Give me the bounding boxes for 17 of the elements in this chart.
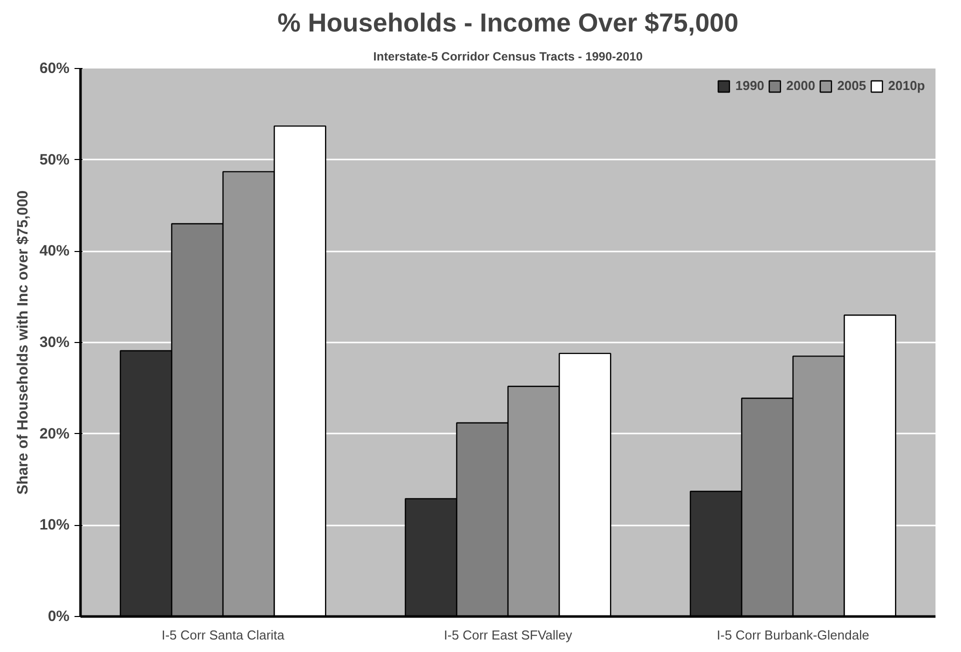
legend-label: 2005 — [837, 78, 866, 93]
x-tick-label: I-5 Corr Santa Clarita — [162, 628, 286, 642]
legend-label: 2010p — [888, 78, 925, 93]
y-tick-label: 30% — [39, 334, 70, 351]
legend-label: 2000 — [786, 78, 816, 93]
y-tick-label: 20% — [39, 425, 70, 442]
chart-title: % Households - Income Over $75,000 — [278, 8, 738, 38]
legend-label: 1990 — [735, 78, 764, 93]
y-tick-label: 10% — [39, 516, 70, 534]
y-tick-label: 60% — [39, 60, 70, 77]
y-tick-label: 0% — [48, 608, 70, 625]
x-tick-label: I-5 Corr Burbank-Glendale — [716, 628, 870, 642]
y-tick-label: 40% — [39, 242, 70, 260]
y-axis-title: Share of Households with Inc over $75,000 — [14, 190, 32, 495]
x-tick-label: I-5 Corr East SFValley — [444, 628, 573, 642]
chart-subtitle: Interstate-5 Corridor Census Tracts - 1990-2010 — [373, 50, 644, 64]
y-tick-label: 50% — [39, 151, 70, 168]
